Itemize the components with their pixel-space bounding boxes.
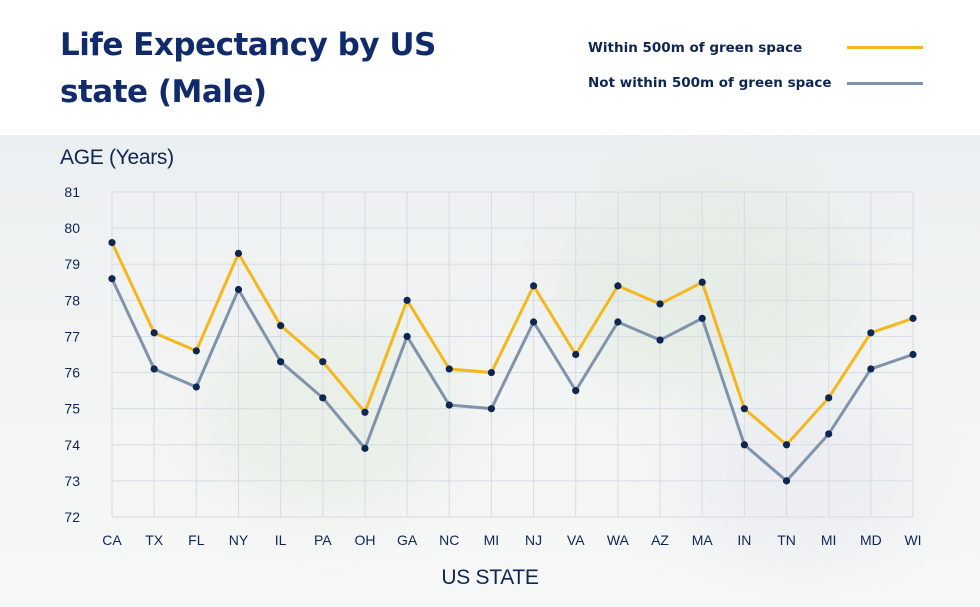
data-point bbox=[361, 408, 369, 416]
legend-swatch-green bbox=[847, 46, 923, 49]
map-background-blur bbox=[200, 315, 460, 515]
map-background-blur bbox=[560, 175, 860, 395]
y-tick-label: 75 bbox=[64, 401, 80, 417]
data-point bbox=[529, 318, 538, 326]
data-point bbox=[192, 383, 200, 391]
y-tick-label: 73 bbox=[64, 473, 80, 489]
data-point bbox=[572, 350, 580, 359]
x-tick-label: IN bbox=[737, 532, 751, 548]
data-point bbox=[698, 278, 706, 286]
x-tick-label: NY bbox=[229, 532, 249, 548]
x-tick-label: GA bbox=[397, 532, 418, 548]
data-point bbox=[150, 365, 158, 373]
data-point bbox=[277, 322, 285, 330]
data-point bbox=[234, 249, 243, 257]
x-tick-label: NC bbox=[439, 532, 459, 548]
x-tick-label: VA bbox=[567, 532, 585, 548]
data-point bbox=[487, 405, 496, 413]
data-point bbox=[825, 394, 833, 402]
x-axis-label: US STATE bbox=[441, 566, 539, 589]
x-tick-label: AZ bbox=[651, 532, 669, 548]
x-tick-label: NJ bbox=[525, 532, 542, 548]
x-tick-label: MI bbox=[821, 532, 837, 548]
data-point bbox=[614, 318, 622, 326]
data-point bbox=[782, 477, 791, 485]
x-tick-label: TN bbox=[777, 532, 796, 548]
x-tick-label: WA bbox=[607, 532, 630, 548]
x-tick-label: MA bbox=[692, 532, 714, 548]
legend-item-not-green: Not within 500m of green space bbox=[588, 75, 832, 91]
y-tick-label: 77 bbox=[64, 328, 80, 344]
map-background-blur bbox=[680, 385, 920, 565]
data-point bbox=[656, 336, 664, 344]
data-point bbox=[319, 358, 327, 366]
data-point bbox=[656, 300, 664, 308]
data-point bbox=[150, 329, 158, 337]
data-point bbox=[361, 444, 369, 452]
data-point bbox=[909, 314, 917, 322]
data-point bbox=[234, 285, 243, 294]
y-tick-label: 79 bbox=[64, 256, 80, 272]
data-point bbox=[867, 365, 875, 373]
data-point bbox=[614, 282, 622, 290]
legend-label-green: Within 500m of green space bbox=[588, 40, 803, 56]
data-point bbox=[108, 275, 116, 283]
y-tick-label: 81 bbox=[64, 184, 80, 200]
x-tick-label: PA bbox=[314, 532, 332, 548]
data-point bbox=[867, 329, 875, 337]
data-point bbox=[445, 365, 453, 373]
legend-item-green: Within 500m of green space bbox=[588, 40, 802, 56]
data-point bbox=[529, 282, 538, 290]
y-tick-label: 76 bbox=[64, 365, 80, 381]
x-tick-label: TX bbox=[145, 532, 164, 548]
header: Life Expectancy by US state (Male) Withi… bbox=[0, 0, 980, 135]
chart-title: Life Expectancy by US state (Male) bbox=[60, 27, 436, 110]
data-point bbox=[909, 350, 917, 359]
data-point bbox=[782, 441, 791, 449]
x-tick-label: IL bbox=[275, 532, 287, 548]
y-tick-label: 72 bbox=[64, 509, 80, 525]
data-point bbox=[572, 387, 580, 395]
data-point bbox=[825, 430, 833, 438]
x-tick-label: WI bbox=[904, 532, 921, 548]
series-line-0 bbox=[110, 241, 915, 447]
data-point bbox=[108, 238, 116, 247]
data-point bbox=[403, 296, 411, 304]
legend-swatch-not-green bbox=[847, 82, 923, 85]
y-tick-label: 80 bbox=[64, 220, 80, 236]
x-tick-label: FL bbox=[188, 532, 205, 548]
y-tick-label: 78 bbox=[64, 292, 80, 308]
data-point bbox=[319, 394, 327, 402]
plot-background bbox=[0, 135, 980, 607]
data-point bbox=[487, 368, 496, 377]
y-tick-label: 74 bbox=[64, 437, 80, 453]
data-point bbox=[445, 401, 453, 409]
data-point bbox=[277, 358, 285, 366]
legend-label-not-green: Not within 500m of green space bbox=[588, 75, 832, 91]
data-point bbox=[192, 347, 200, 355]
x-tick-label: MI bbox=[484, 532, 500, 548]
data-point bbox=[698, 314, 706, 322]
x-tick-label: CA bbox=[102, 532, 122, 548]
data-point bbox=[403, 332, 411, 341]
data-point bbox=[740, 405, 748, 413]
x-tick-label: MD bbox=[860, 532, 882, 548]
series-line-1 bbox=[110, 277, 915, 483]
y-axis-label: AGE (Years) bbox=[60, 146, 174, 169]
x-tick-label: OH bbox=[354, 532, 375, 548]
data-point bbox=[740, 441, 748, 449]
